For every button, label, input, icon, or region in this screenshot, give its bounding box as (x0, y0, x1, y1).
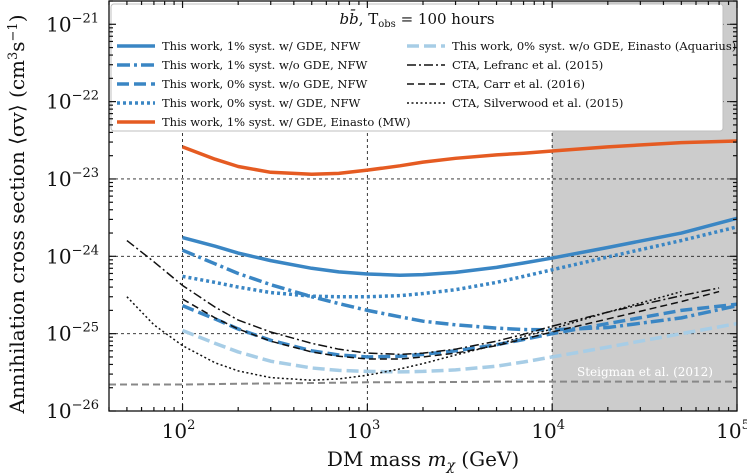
legend-label-5: This work, 0% syst. w/o GDE, Einasto (Aq… (452, 39, 736, 53)
x-axis-title: DM mass mχ (GeV) (327, 447, 519, 474)
legend-label-6: CTA, Lefranc et al. (2015) (452, 58, 603, 72)
y-tick-label-5: 10−21 (46, 11, 99, 36)
y-tick-label-3: 10−23 (46, 166, 99, 191)
legend: bb̄, Tobs = 100 hours This work, 1% syst… (110, 3, 736, 132)
legend-label-3: This work, 0% syst. w/ GDE, NFW (162, 96, 361, 110)
series-line-6 (126, 239, 720, 356)
series-line-7 (182, 290, 720, 360)
axis-ticks: 102 103 104 105 10−26 10−25 10−24 10−23 10−22 10−… (46, 0, 747, 443)
series-group (109, 139, 737, 386)
y-tick-label-1: 10−25 (46, 321, 99, 346)
legend-label-0: This work, 1% syst. w/ GDE, NFW (162, 39, 361, 53)
x-tick-label-3: 105 (716, 418, 747, 443)
series-line-3 (182, 225, 737, 299)
series-line-5 (181, 321, 737, 374)
legend-label-7: CTA, Carr et al. (2016) (452, 77, 585, 91)
series-line-8 (126, 290, 682, 381)
series-line-0 (182, 216, 737, 277)
legend-label-1: This work, 1% syst. w/o GDE, NFW (162, 58, 367, 72)
x-tick-label-1: 103 (346, 418, 380, 443)
legend-label-4: This work, 1% syst. w/ GDE, Einasto (MW) (162, 115, 410, 129)
series-line-4 (181, 139, 737, 177)
legend-label-2: This work, 0% syst. w/o GDE, NFW (162, 77, 367, 91)
steigman-annotation: Steigman et al. (2012) (577, 365, 713, 379)
y-axis-title: Annihilation cross section ⟨σv⟩ (cm3s−1) (5, 14, 29, 414)
legend-label-8: CTA, Silverwood et al. (2015) (452, 96, 623, 110)
y-tick-label-0: 10−26 (46, 398, 99, 423)
x-tick-label-2: 104 (531, 418, 565, 443)
legend-box (110, 3, 724, 132)
y-tick-label-4: 10−22 (46, 89, 99, 114)
legend-title: bb̄, Tobs = 100 hours (339, 10, 494, 30)
series-line-9 (109, 380, 737, 386)
y-tick-label-2: 10−24 (46, 243, 99, 268)
x-tick-label-0: 102 (162, 418, 196, 443)
